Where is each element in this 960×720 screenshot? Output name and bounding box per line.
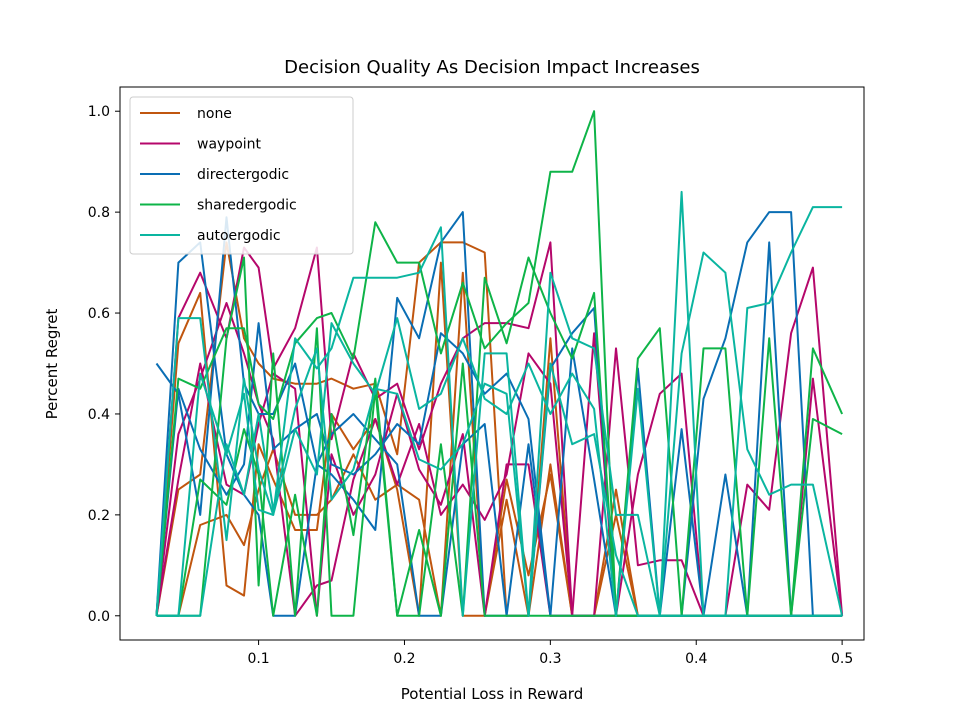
x-tick-label: 0.3: [539, 651, 561, 667]
x-tick-label: 0.4: [685, 651, 707, 667]
legend: none waypoint directergodic sharedergodic au…: [129, 96, 354, 255]
legend-label-sharedergodic: sharedergodic: [197, 198, 297, 214]
plot-frame: [119, 86, 865, 641]
x-tick-label: 0.2: [393, 651, 415, 667]
y-tick-label: 1.0: [88, 104, 110, 120]
x-axis: 0.1 0.2 0.3 0.4 0.5: [247, 640, 853, 667]
y-axis: 0.0 0.2 0.4 0.6 0.8 1.0: [88, 104, 120, 625]
legend-label-none: none: [197, 106, 232, 122]
y-axis-label: Percent Regret: [43, 309, 61, 420]
y-tick-label: 0.6: [88, 306, 110, 322]
legend-items: none waypoint directergodic sharedergodic au…: [140, 106, 297, 244]
series-layer: [155, 110, 844, 617]
legend-label-autoergodic: autoergodic: [197, 228, 281, 244]
legend-label-directergodic: directergodic: [197, 167, 289, 183]
x-tick-label: 0.5: [831, 651, 853, 667]
x-tick-label: 0.1: [247, 651, 269, 667]
chart-title: Decision Quality As Decision Impact Incr…: [284, 57, 700, 78]
y-tick-label: 0.2: [88, 508, 110, 524]
x-axis-label: Potential Loss in Reward: [401, 685, 583, 703]
y-tick-label: 0.8: [88, 205, 110, 221]
y-tick-label: 0.0: [88, 609, 110, 625]
legend-label-waypoint: waypoint: [197, 137, 262, 153]
series-sharedergodic-line-1: [155, 110, 844, 617]
series-autoergodic-line-2: [156, 251, 844, 617]
series-autoergodic-line-3: [156, 347, 843, 617]
series-directergodic-line-2: [155, 241, 843, 617]
legend-box: [129, 96, 354, 255]
y-tick-label: 0.4: [88, 407, 110, 423]
